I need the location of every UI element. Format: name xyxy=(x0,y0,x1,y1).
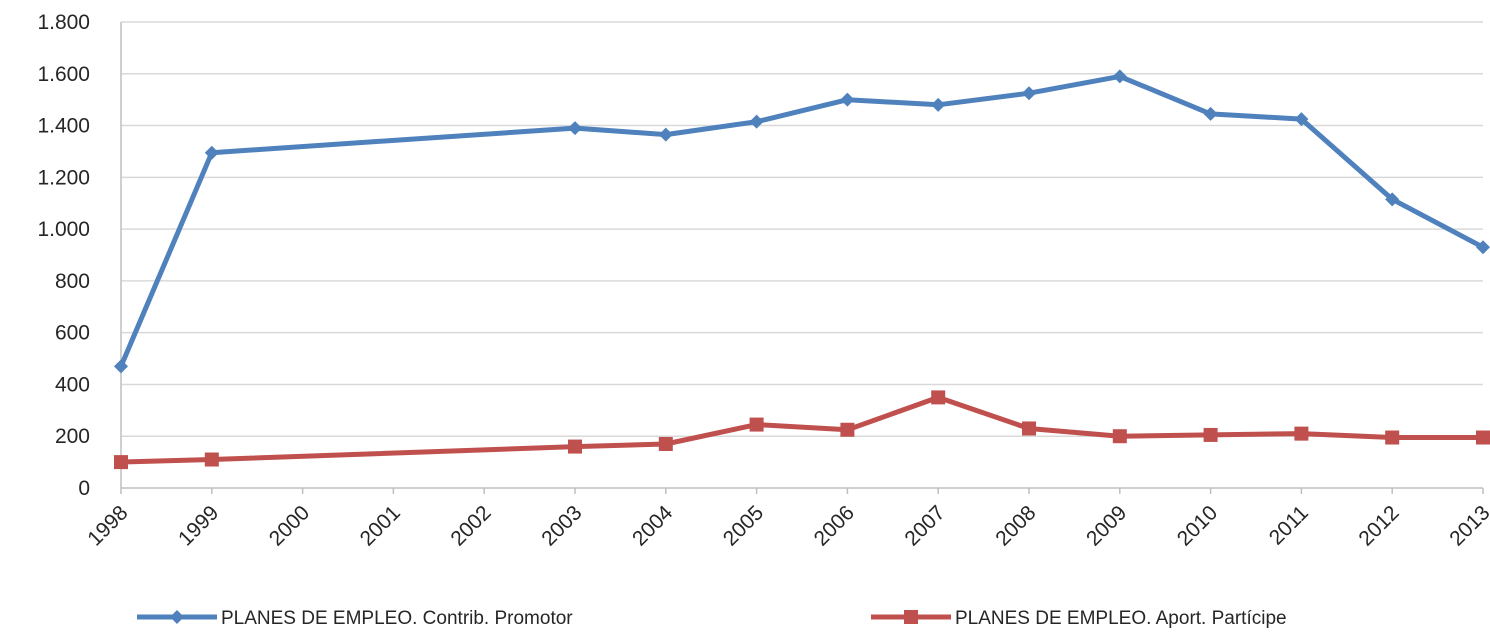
y-tick-label: 1.400 xyxy=(37,115,90,138)
y-tick-label: 0 xyxy=(78,477,90,500)
legend-marker xyxy=(904,610,918,624)
data-point xyxy=(931,97,946,112)
y-tick-label: 1.200 xyxy=(37,166,90,189)
data-point xyxy=(1385,192,1400,207)
data-point xyxy=(1476,240,1490,255)
x-tick-label: 1998 xyxy=(83,501,132,550)
x-tick-label: 2011 xyxy=(1265,501,1313,549)
y-tick-label: 1.800 xyxy=(37,11,90,34)
data-point xyxy=(114,359,128,374)
y-tick-label: 400 xyxy=(55,373,90,396)
x-tick-label: 1999 xyxy=(174,501,223,550)
x-tick-label: 2004 xyxy=(628,501,678,551)
series-line xyxy=(118,73,1486,369)
gridlines xyxy=(121,21,1483,437)
data-point xyxy=(1476,430,1490,445)
data-point xyxy=(1294,112,1309,127)
y-tick-label: 200 xyxy=(55,425,90,448)
y-tick-label: 600 xyxy=(55,322,90,345)
x-axis-tick-labels: 1998 1999 2000 2001 2002 2003 2004 2005 2006 2007… xyxy=(83,501,1490,551)
y-axis-tick-labels: 0 200 400 600 800 1.000 1.200 1.400 1.600 1.800 xyxy=(37,11,90,500)
x-tick-label: 2010 xyxy=(1173,501,1222,550)
x-tick-label: 2007 xyxy=(900,501,949,550)
legend-marker xyxy=(170,610,184,624)
legend: PLANES DE EMPLEO. Contrib. Promotor PLANE… xyxy=(137,608,1287,629)
y-tick-label: 1.000 xyxy=(37,218,90,241)
x-tick-label: 2003 xyxy=(537,501,586,550)
data-point xyxy=(568,121,582,136)
data-point xyxy=(1203,427,1218,442)
data-point xyxy=(1385,430,1400,445)
legend-label: PLANES DE EMPLEO. Aport. Partícipe xyxy=(955,608,1287,629)
data-point xyxy=(749,114,764,129)
x-tick-label: 2012 xyxy=(1354,501,1403,550)
data-point xyxy=(1203,106,1218,121)
legend-item: PLANES DE EMPLEO. Aport. Partícipe xyxy=(871,608,1287,629)
data-point xyxy=(114,455,128,470)
data-point xyxy=(840,92,855,107)
x-tick-label: 2005 xyxy=(719,501,768,550)
series-line xyxy=(118,394,1486,465)
x-tick-label: 2006 xyxy=(810,501,859,550)
data-point xyxy=(840,422,855,437)
data-point xyxy=(1112,429,1127,444)
x-tick-label: 2008 xyxy=(991,501,1040,550)
series-1 xyxy=(114,69,1490,374)
x-tick-label: 2013 xyxy=(1445,501,1490,550)
data-point xyxy=(931,390,946,405)
data-point xyxy=(1112,69,1127,84)
data-point xyxy=(749,417,764,432)
legend-item: PLANES DE EMPLEO. Contrib. Promotor xyxy=(137,608,573,629)
x-tick-label: 2001 xyxy=(356,501,405,550)
data-point xyxy=(204,452,219,467)
data-point xyxy=(204,145,219,160)
y-tick-label: 1.600 xyxy=(37,63,90,86)
y-tick-label: 800 xyxy=(55,270,90,293)
x-tick-label: 2009 xyxy=(1082,501,1131,550)
x-tick-label: 2002 xyxy=(446,501,495,550)
data-point xyxy=(658,127,673,142)
data-point xyxy=(1022,86,1036,101)
data-point xyxy=(658,436,673,451)
data-point xyxy=(1294,426,1309,441)
data-point xyxy=(568,439,582,454)
x-tick-label: 2000 xyxy=(265,501,314,550)
data-point xyxy=(1022,421,1036,436)
legend-label: PLANES DE EMPLEO. Contrib. Promotor xyxy=(221,608,573,629)
series-2 xyxy=(114,390,1490,470)
